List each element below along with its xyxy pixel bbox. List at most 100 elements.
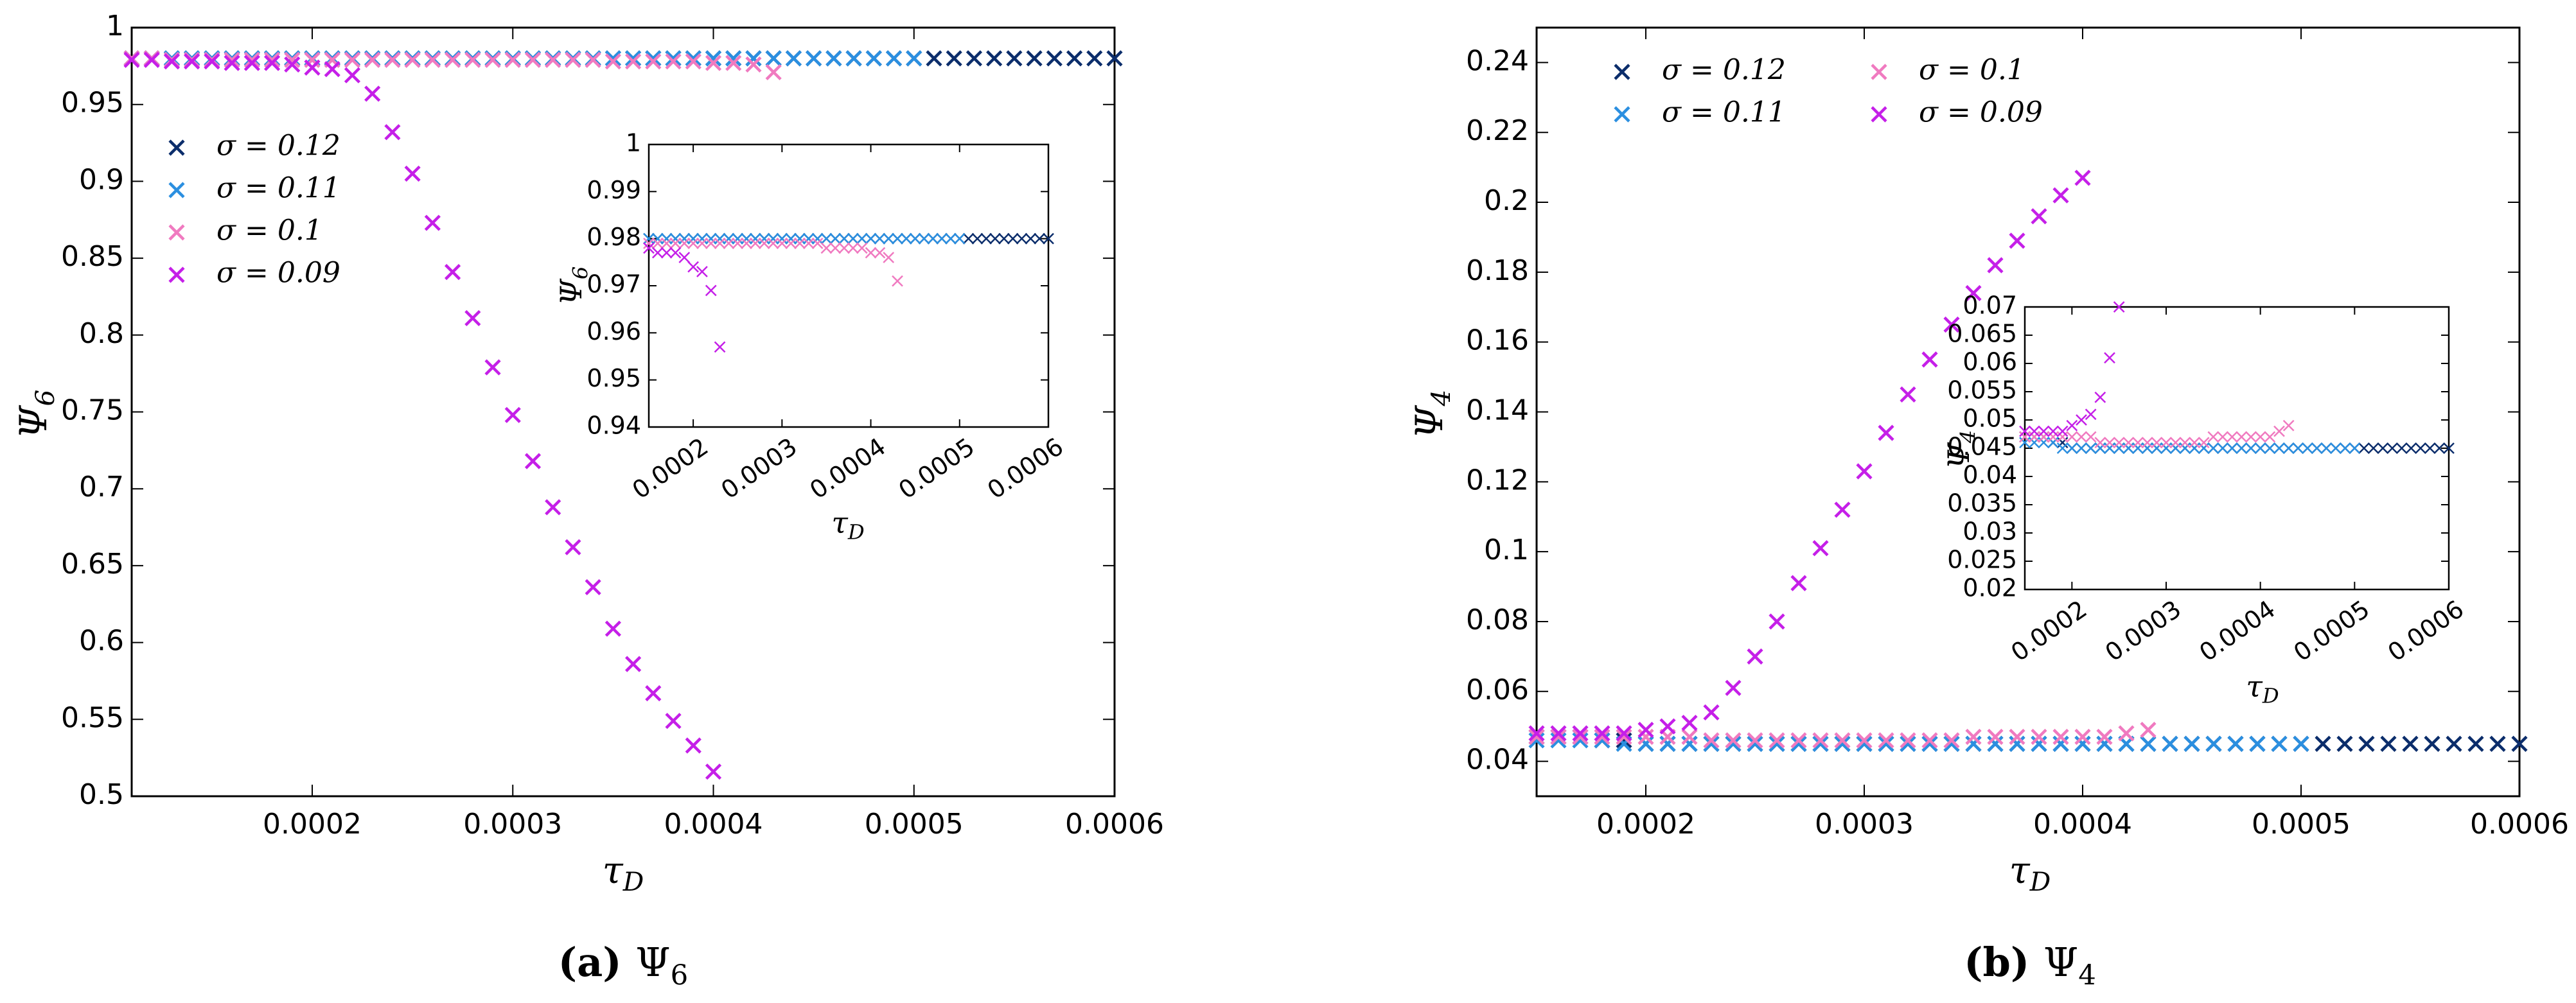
panel-a-inset-point: [892, 275, 903, 287]
panel-a-point: [685, 737, 701, 754]
panel-a-point: [484, 359, 501, 376]
panel-a-point: [445, 51, 461, 68]
panel-a-inset-point: [998, 232, 1010, 245]
panel-a-inset-x-axis-label: τD: [831, 505, 864, 545]
panel-b-inset-plot-frame: [2024, 306, 2450, 591]
panel-b-inset-point: [2264, 431, 2276, 443]
panel-a-inset-point: [945, 232, 957, 245]
panel-a-inset-point: [927, 232, 939, 245]
panel-b-inset-point: [2076, 442, 2087, 454]
panel-b-inset-point: [2056, 425, 2069, 437]
panel-b-y-tick-label: 0.08: [1466, 604, 1529, 636]
panel-a-inset-point: [971, 232, 984, 245]
panel-b-inset-point: [2245, 431, 2257, 443]
panel-a-inset-point: [696, 232, 708, 245]
panel-a-point: [665, 53, 682, 70]
panel-b-inset-point: [2207, 431, 2219, 443]
panel-a-point: [825, 50, 842, 67]
panel-b-point: [1572, 728, 1589, 746]
panel-a-y-tick-label: 0.7: [79, 471, 124, 503]
panel-a-inset-point: [980, 232, 992, 245]
panel-b-inset-point: [2038, 431, 2050, 443]
panel-b-inset-point: [2292, 442, 2304, 454]
panel-a-point: [204, 53, 220, 70]
panel-a-point: [243, 55, 260, 71]
panel-a-inset-point: [856, 232, 868, 245]
panel-b-y-tick-label: 0.22: [1466, 114, 1529, 147]
panel-b-inset-point: [2056, 442, 2069, 454]
panel-a-inset-y-tick-label: 0.96: [587, 317, 641, 345]
panel-a-caption: (a) Ψ6: [558, 939, 688, 991]
panel-a-inset-point: [900, 232, 912, 245]
panel-b-inset-y-tick-label: 0.025: [1947, 546, 2017, 574]
panel-b-point: [1616, 725, 1632, 742]
panel-a-point: [545, 499, 561, 516]
panel-b-inset-point: [2179, 442, 2191, 454]
panel-a-inset-point: [749, 238, 761, 249]
panel-b-point: [1703, 732, 1720, 749]
panel-a-y-tick-label: 0.65: [61, 548, 124, 580]
panel-a-inset-point: [669, 247, 682, 259]
panel-b-point: [1900, 735, 1916, 752]
panel-b-inset-point: [2254, 442, 2266, 454]
panel-b-inset-point: [2019, 425, 2031, 437]
panel-b-inset-y-tick-label: 0.05: [1963, 405, 2017, 433]
panel-a-point: [163, 53, 181, 70]
panel-a-y-tick-label: 0.55: [61, 701, 124, 734]
panel-a-legend-marker: [168, 182, 185, 198]
panel-a-inset-y-tick-label: 0.95: [587, 364, 641, 392]
panel-a-y-tick-label: 0.75: [61, 394, 124, 427]
panel-b-point: [1550, 728, 1567, 746]
panel-b-point: [1856, 735, 1873, 752]
panel-a-point: [364, 51, 381, 68]
panel-a-y-tick-label: 0.85: [61, 240, 124, 273]
panel-b-point: [2358, 735, 2375, 752]
panel-a-point: [986, 50, 1003, 67]
panel-a-inset-point: [669, 238, 682, 249]
panel-a-inset-point: [643, 242, 655, 254]
panel-b-point: [1725, 732, 1742, 749]
panel-b-point: [1528, 728, 1545, 746]
panel-a-x-tick-label: 0.0005: [865, 808, 964, 841]
panel-b-inset-point: [2019, 437, 2031, 449]
panel-b-point: [1572, 725, 1589, 742]
panel-b-inset-point: [2226, 431, 2238, 443]
panel-a-inset-point: [883, 252, 895, 263]
panel-a-point: [865, 50, 882, 67]
panel-a-inset-point: [643, 232, 655, 245]
panel-a-inset-point: [767, 238, 779, 249]
panel-b-inset-point: [2028, 431, 2040, 443]
panel-b-point: [1878, 735, 1894, 752]
panel-b-inset-point: [2311, 442, 2323, 454]
panel-a-point: [725, 50, 742, 67]
panel-b-point: [1987, 728, 2004, 746]
panel-b-point: [1703, 735, 1720, 752]
panel-b-inset-point: [2132, 437, 2144, 449]
panel-a-inset-point: [811, 238, 824, 249]
panel-a-x-tick-label: 0.0002: [263, 808, 362, 841]
panel-b-inset-point: [2038, 425, 2050, 437]
panel-a-point: [1026, 50, 1043, 67]
panel-a-point: [785, 50, 802, 67]
panel-b-point: [1790, 732, 1807, 749]
panel-b-inset-point: [2217, 431, 2228, 443]
panel-b-inset-point: [2358, 442, 2370, 454]
panel-b-point: [1812, 732, 1829, 749]
panel-b-inset-point: [2122, 437, 2135, 449]
panel-a-inset-point: [660, 247, 673, 259]
panel-a-inset-point: [705, 284, 717, 297]
panel-b-caption: (b) Ψ4: [1964, 939, 2096, 991]
panel-b-inset-point: [2038, 437, 2050, 449]
panel-a-point: [705, 763, 722, 780]
panel-a-legend-label: σ = 0.12: [216, 130, 340, 162]
panel-b-x-tick-label: 0.0003: [1815, 808, 1914, 841]
panel-a-inset-point: [660, 238, 673, 249]
panel-b-point: [1943, 316, 1960, 333]
panel-b-point: [1943, 732, 1960, 749]
panel-b-inset-point: [2085, 431, 2097, 443]
panel-b-inset-series-2: [2019, 419, 2295, 449]
panel-b-inset-point: [2094, 437, 2106, 449]
panel-b-point: [1594, 725, 1610, 742]
panel-b-point: [1550, 732, 1567, 749]
